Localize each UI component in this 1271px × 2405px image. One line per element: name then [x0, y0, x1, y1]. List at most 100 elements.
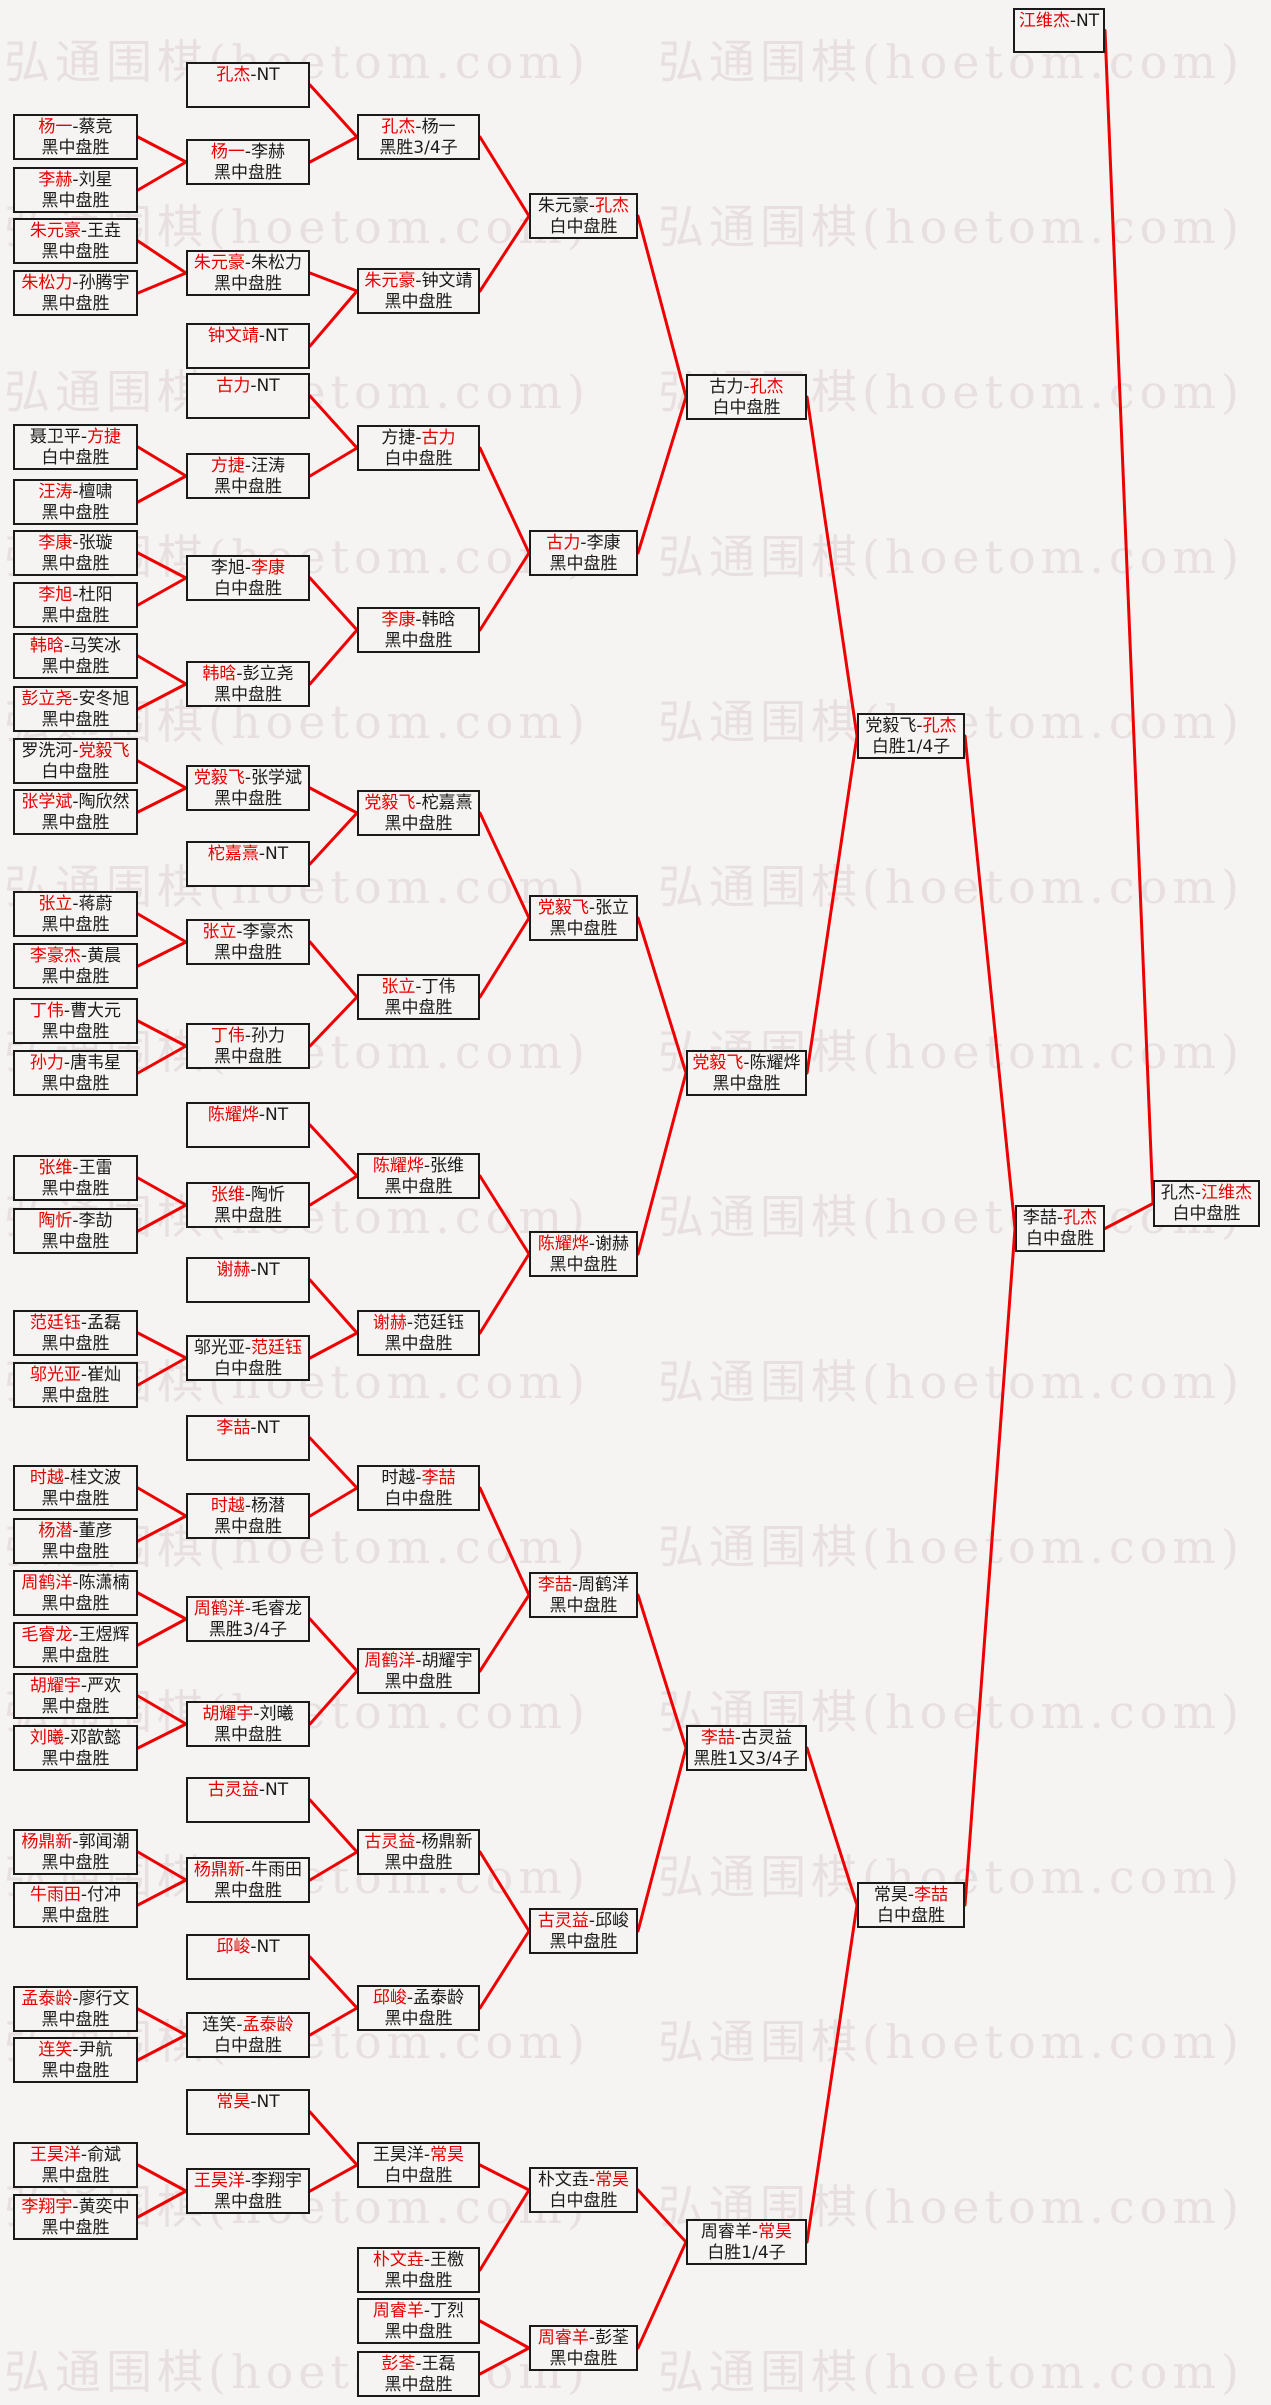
match-box: 时越-李喆 白中盘胜: [357, 1465, 480, 1511]
player-name: 常昊: [430, 2145, 465, 2165]
player-name: NT: [256, 1260, 280, 1280]
player-name: 彭荃: [381, 2354, 416, 2374]
match-result: 黑中盘胜: [41, 242, 110, 262]
connector-line: [805, 1903, 859, 2244]
connector-line: [136, 1878, 188, 1907]
match-players: 杨一-蔡竞: [38, 117, 113, 137]
match-box: 刘曦-邓歆懿 黑中盘胜: [13, 1725, 138, 1771]
match-box: 张立-李豪杰 黑中盘胜: [186, 919, 310, 965]
match-result: 白中盘胜: [877, 1906, 945, 1926]
match-box: 朱松力-孙腾宇 黑中盘胜: [13, 270, 138, 316]
player-name: 安冬旭: [78, 689, 130, 709]
match-result: 黑中盘胜: [41, 1334, 110, 1354]
match-players: 丁伟-曹大元: [29, 1001, 122, 1021]
match-result: 白中盘胜: [712, 398, 781, 418]
match-result: 黑中盘胜: [384, 1672, 453, 1692]
connector-line: [478, 1593, 531, 1673]
match-players: 孔杰-杨一: [381, 117, 456, 137]
connector-line: [136, 2163, 188, 2193]
connector-line: [308, 135, 359, 164]
player-name: 张立: [595, 898, 630, 918]
match-players: 韩晗-彭立尧: [202, 664, 294, 684]
connector-line: [308, 576, 359, 632]
connector-line: [136, 1514, 188, 1543]
player-name: 王昊洋: [193, 2171, 245, 2191]
player-name: 廖行文: [78, 1989, 130, 2009]
player-name: 常昊: [216, 2092, 251, 2112]
match-box: 朴文垚-王檄 黑中盘胜: [357, 2247, 480, 2293]
player-name: 牛雨田: [251, 1860, 303, 1880]
match-result: 黑中盘胜: [41, 1179, 110, 1199]
player-name: 胡耀宇: [29, 1676, 81, 1696]
match-players: 彭立尧-安冬旭: [21, 689, 130, 709]
match-result: 黑中盘胜: [384, 2009, 453, 2029]
connector-line: [1103, 1202, 1155, 1230]
connector-line: [136, 682, 188, 711]
player-name: 李豪杰: [29, 946, 81, 966]
player-name: NT: [265, 844, 289, 864]
player-name: 江维杰: [1018, 11, 1070, 31]
match-box: 谢赫-NT: [186, 1257, 310, 1303]
player-name: 孟泰龄: [413, 1988, 465, 2008]
match-box: 王昊洋-俞斌 黑中盘胜: [13, 2142, 138, 2188]
connector-line: [805, 734, 859, 1075]
connector-line: [136, 1722, 188, 1750]
player-name: 连笑: [38, 2040, 73, 2060]
watermark-text: 弘通围棋(hoetom.com): [4, 2392, 590, 2405]
match-box: 方捷-汪涛 黑中盘胜: [186, 453, 310, 499]
player-name: 王雷: [78, 1158, 113, 1178]
match-box: 张维-陶忻 黑中盘胜: [186, 1182, 310, 1228]
player-name: 谢赫: [216, 1260, 251, 1280]
match-players: 常昊-李喆: [873, 1885, 949, 1905]
match-players: 朱元豪-孔杰: [537, 196, 630, 216]
match-result: 黑中盘胜: [549, 554, 618, 574]
match-result: 黑中盘胜: [549, 1255, 618, 1275]
match-box: 张维-王雷 黑中盘胜: [13, 1155, 138, 1201]
player-name: NT: [256, 1937, 280, 1957]
match-box: 牛雨田-付冲 黑中盘胜: [13, 1882, 138, 1928]
match-box: 王昊洋-常昊 白中盘胜: [357, 2142, 480, 2188]
match-box: 聂卫平-方捷 白中盘胜: [13, 424, 138, 470]
player-name: 朱松力: [251, 253, 303, 273]
match-players: 朴文垚-王檄: [372, 2250, 465, 2270]
player-name: 柁嘉熹: [207, 844, 259, 864]
player-name: 李赫: [251, 142, 286, 162]
connector-line: [136, 1694, 188, 1726]
player-name: 韩晗: [421, 610, 456, 630]
player-name: 范廷钰: [251, 1338, 303, 1358]
player-name: 党毅飞: [193, 768, 245, 788]
match-box: 常昊-NT: [186, 2089, 310, 2135]
player-name: 李翔宇: [251, 2171, 303, 2191]
player-name: 孟泰龄: [21, 1989, 73, 2009]
player-name: 丁伟: [210, 1026, 245, 1046]
match-players: 柁嘉熹-NT: [207, 844, 289, 864]
player-name: 俞斌: [87, 2145, 122, 2165]
player-name: 张学斌: [21, 792, 73, 812]
connector-line: [136, 786, 188, 814]
match-players: 钟文靖-NT: [207, 326, 289, 346]
player-name: 檀啸: [78, 482, 113, 502]
match-result: 黑中盘胜: [41, 2061, 110, 2081]
match-players: 时越-李喆: [381, 1468, 456, 1488]
player-name: 李康: [586, 533, 621, 553]
match-result: 黑中盘胜: [41, 710, 110, 730]
player-name: 党毅飞: [537, 898, 589, 918]
match-result: 黑中盘胜: [214, 685, 282, 705]
match-players: 王昊洋-李翔宇: [193, 2171, 303, 2191]
player-name: 毛睿龙: [251, 1599, 303, 1619]
connector-line: [308, 289, 359, 348]
match-players: 邱峻-NT: [216, 1937, 280, 1957]
player-name: 李康: [381, 610, 416, 630]
watermark-text: 弘通围棋(hoetom.com): [4, 2345, 590, 2399]
connector-line: [308, 1955, 359, 2010]
player-name: 时越: [210, 1496, 245, 1516]
player-name: 孔杰: [1160, 1183, 1195, 1203]
match-box: 李喆-古灵益 黑胜1又3/4子: [686, 1725, 807, 1771]
match-players: 胡耀宇-严欢: [29, 1676, 122, 1696]
watermark-text: 弘通围棋(hoetom.com): [658, 530, 1244, 584]
match-box: 毛睿龙-王煜辉 黑中盘胜: [13, 1622, 138, 1668]
player-name: 方捷: [381, 428, 416, 448]
player-name: 党毅飞: [78, 741, 130, 761]
player-name: 周鹤洋: [364, 1651, 416, 1671]
